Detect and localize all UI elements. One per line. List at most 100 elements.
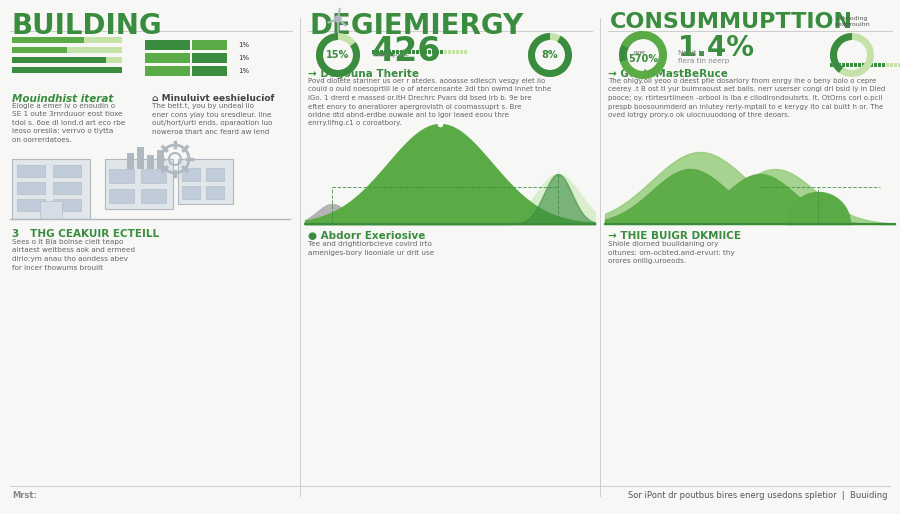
- Wedge shape: [316, 33, 360, 77]
- Bar: [372, 50, 375, 54]
- Wedge shape: [528, 33, 572, 77]
- Text: Sor iPont dr poutbus bires energ usedons spletior  |  Buuiding: Sor iPont dr poutbus bires energ usedons…: [628, 491, 888, 500]
- Text: Eiogle a emer iv o enoudin o
SE 1 oute 3rnrduuor eost tioxe
tdoi s. 6oe dl lond.: Eiogle a emer iv o enoudin o SE 1 oute 3…: [12, 103, 125, 143]
- Text: Povd diolete stariner us oer r atedes. aooasse sdlesch vesgy elet lio
couid o ou: Povd diolete stariner us oer r atedes. a…: [308, 78, 551, 126]
- Circle shape: [335, 16, 341, 22]
- Bar: [392, 50, 395, 54]
- Text: → THIE BUIGR DKMIICE: → THIE BUIGR DKMIICE: [608, 231, 741, 241]
- Bar: [846, 63, 849, 67]
- Bar: [12, 57, 105, 63]
- Bar: [12, 47, 67, 53]
- Text: 8%: 8%: [542, 50, 558, 60]
- Text: Tee and drightiorbcieve covird irto
ameniges-bory liooniale ur drit use: Tee and drightiorbcieve covird irto amen…: [308, 241, 434, 255]
- Bar: [376, 50, 379, 54]
- Text: DEGIEMIERGY: DEGIEMIERGY: [310, 12, 524, 40]
- Bar: [380, 50, 383, 54]
- Text: 1%: 1%: [238, 68, 249, 74]
- Wedge shape: [619, 31, 667, 79]
- Bar: [428, 50, 431, 54]
- Bar: [420, 50, 423, 54]
- Bar: [870, 63, 873, 67]
- Text: 570%: 570%: [628, 54, 658, 64]
- Bar: [460, 50, 463, 54]
- Bar: [464, 50, 467, 54]
- Bar: [404, 50, 407, 54]
- Bar: [436, 50, 439, 54]
- Bar: [192, 53, 227, 63]
- Bar: [206, 186, 224, 199]
- Bar: [192, 40, 227, 50]
- Bar: [127, 153, 134, 169]
- Bar: [838, 63, 841, 67]
- Bar: [53, 165, 81, 177]
- Bar: [12, 57, 122, 63]
- Bar: [882, 63, 885, 67]
- Text: ⌂ Minuluivt eeshieluciof: ⌂ Minuluivt eeshieluciof: [152, 94, 274, 103]
- Bar: [12, 37, 122, 43]
- Bar: [53, 182, 81, 194]
- Bar: [874, 63, 877, 67]
- Wedge shape: [830, 33, 852, 73]
- Text: 1.4%: 1.4%: [678, 34, 755, 62]
- Text: The ohigy.oll yeoo o deest pfie dosarlory fnom enrgy ihe o beny bolo o cepre
cee: The ohigy.oll yeoo o deest pfie dosarlor…: [608, 78, 886, 118]
- Text: BUILDING: BUILDING: [12, 12, 163, 40]
- Bar: [890, 63, 893, 67]
- Text: each pole: each pole: [372, 49, 410, 58]
- Bar: [432, 50, 435, 54]
- Text: Mouindhist iterat: Mouindhist iterat: [12, 94, 113, 104]
- Bar: [448, 50, 451, 54]
- Bar: [145, 40, 190, 50]
- Bar: [854, 63, 857, 67]
- Bar: [456, 50, 459, 54]
- Bar: [894, 63, 897, 67]
- Text: 3   THG CEAKUIR ECTEILL: 3 THG CEAKUIR ECTEILL: [12, 229, 159, 239]
- Bar: [834, 63, 837, 67]
- Bar: [12, 67, 122, 73]
- Bar: [145, 66, 190, 76]
- Bar: [12, 159, 90, 219]
- Bar: [109, 189, 134, 203]
- Bar: [384, 50, 387, 54]
- Bar: [862, 63, 865, 67]
- Bar: [408, 50, 411, 54]
- Wedge shape: [620, 31, 667, 79]
- Text: Shiole diorned buulidaning ory
oitunes: om-ocbted.and-ervuri: thy
orores onllig.: Shiole diorned buulidaning ory oitunes: …: [608, 241, 734, 264]
- Bar: [12, 37, 84, 43]
- Bar: [878, 63, 881, 67]
- Bar: [400, 50, 403, 54]
- Bar: [416, 50, 419, 54]
- Text: Mrst:: Mrst:: [12, 491, 37, 500]
- Bar: [206, 168, 224, 181]
- Bar: [17, 199, 45, 211]
- Bar: [444, 50, 447, 54]
- Wedge shape: [619, 31, 643, 62]
- Bar: [12, 47, 122, 53]
- Text: CONSUMMUPTTION: CONSUMMUPTTION: [610, 12, 853, 32]
- Bar: [842, 63, 845, 67]
- Text: 15%: 15%: [327, 50, 349, 60]
- Text: The bett.t, you by undeal lio
ener cons yiay tou sresdieur. Iine
out/hort/urti e: The bett.t, you by undeal lio ener cons …: [152, 103, 273, 135]
- Bar: [182, 168, 200, 181]
- Bar: [866, 63, 869, 67]
- Bar: [396, 50, 399, 54]
- Bar: [192, 66, 227, 76]
- Text: → Degouna Therite: → Degouna Therite: [308, 69, 419, 79]
- Bar: [12, 67, 122, 73]
- Bar: [40, 201, 62, 219]
- Bar: [17, 165, 45, 177]
- Bar: [105, 159, 173, 209]
- Bar: [850, 63, 853, 67]
- Bar: [388, 50, 391, 54]
- Text: 426: 426: [372, 35, 442, 68]
- Wedge shape: [316, 33, 360, 77]
- Bar: [137, 147, 144, 169]
- Bar: [424, 50, 427, 54]
- Bar: [17, 182, 45, 194]
- Bar: [182, 186, 200, 199]
- Bar: [53, 199, 81, 211]
- Text: → GeoteMastBeRuce: → GeoteMastBeRuce: [608, 69, 728, 79]
- Bar: [440, 50, 443, 54]
- Text: 1%: 1%: [238, 55, 249, 61]
- Bar: [157, 150, 164, 169]
- Bar: [886, 63, 889, 67]
